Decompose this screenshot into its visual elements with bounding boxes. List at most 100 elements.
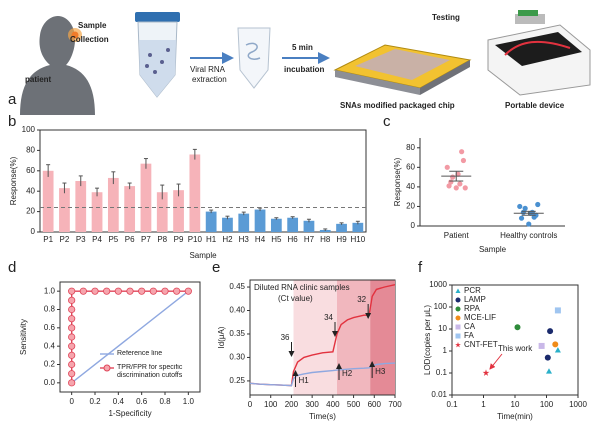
x-axis-label: Sample (189, 251, 217, 260)
point (68, 305, 76, 314)
y-tick-label: 0.30 (229, 353, 245, 362)
bar (270, 218, 282, 232)
annotation: Diluted RNA clinic samples (254, 283, 350, 292)
panel-label: b (8, 113, 16, 130)
y-tick-label: 40 (406, 182, 415, 191)
x-tick-label: 0.6 (136, 397, 148, 406)
y-tick-label: 1.0 (44, 286, 56, 295)
shaded-region (337, 280, 371, 395)
legend-text: Reference line (117, 350, 163, 357)
x-tick-label: 0.4 (113, 397, 125, 406)
legend-marker (455, 333, 461, 339)
x-tick-label: H7 (304, 235, 315, 244)
x-tick-label: H8 (320, 235, 331, 244)
point (68, 379, 76, 387)
bar (42, 170, 54, 232)
y-tick-label: 0 (411, 221, 416, 230)
point (68, 333, 76, 341)
x-tick-label: P3 (76, 235, 86, 244)
x-tick-label: 0.1 (446, 400, 458, 409)
point (68, 296, 76, 304)
y-axis-label: Response(%) (9, 156, 18, 205)
x-tick-label: H4 (255, 235, 266, 244)
legend-marker (455, 297, 461, 303)
point (68, 315, 76, 323)
annotation: 34 (324, 313, 333, 322)
y-tick-label: 20 (406, 202, 415, 211)
y-tick-label: 1 (443, 346, 448, 355)
x-tick-label: 10 (511, 400, 520, 409)
dot (453, 185, 459, 191)
y-tick-label: 0.45 (229, 282, 245, 291)
x-axis-label: Time(s) (309, 412, 336, 421)
dot (444, 164, 450, 170)
dot (517, 203, 523, 210)
bar (124, 186, 136, 232)
diagram-label: Collection (70, 35, 109, 44)
diagram (20, 10, 591, 115)
dot (457, 181, 463, 187)
x-tick-label: 100 (540, 400, 554, 409)
x-tick-label: P4 (92, 235, 102, 244)
x-tick-label: H3 (239, 235, 250, 244)
annotation: H1 (299, 376, 310, 385)
annotation: 36 (281, 333, 290, 342)
y-axis-label: Sensitivity (19, 319, 28, 355)
bar (156, 192, 168, 232)
legend-text: MCE-LIF (464, 313, 496, 322)
legend-text: RPA (464, 304, 481, 313)
point (68, 342, 76, 350)
diagram-label: extraction (192, 75, 227, 84)
bar (59, 188, 70, 232)
bar (205, 211, 217, 232)
point (103, 287, 111, 295)
y-axis-label: LOD(copies per μL) (423, 305, 432, 375)
legend-text: PCR (464, 286, 481, 295)
tube-cap (135, 12, 180, 22)
y-tick-label: 0.1 (436, 368, 448, 377)
diagram-label: Portable device (505, 101, 565, 110)
annotation: H3 (375, 367, 386, 376)
legend-text: FA (464, 331, 474, 340)
point (68, 370, 76, 378)
dot (450, 174, 456, 180)
point (514, 324, 521, 331)
y-axis-label: Id(μA) (217, 326, 226, 348)
point (114, 287, 122, 295)
x-tick-label: P7 (141, 235, 151, 244)
annotation: H2 (342, 369, 353, 378)
x-tick-label: P6 (125, 235, 135, 244)
dot (518, 215, 525, 221)
point (547, 328, 554, 335)
panel-label: c (383, 113, 391, 130)
legend-marker (455, 315, 461, 321)
dot (462, 185, 468, 191)
small-tube (237, 27, 271, 89)
legend-marker (455, 306, 461, 312)
x-axis-label: Sample (479, 245, 507, 254)
y-tick-label: 0.35 (229, 329, 245, 338)
y-tick-label: 100 (22, 125, 36, 134)
device-slot (515, 14, 545, 24)
y-tick-label: 0.4 (44, 341, 56, 350)
point (161, 287, 169, 295)
diagram-label: Sample (78, 21, 107, 30)
point (554, 347, 561, 353)
x-tick-label: H6 (288, 235, 299, 244)
y-tick-label: 60 (26, 166, 35, 175)
tube-liquid (139, 40, 176, 97)
bar (107, 177, 119, 232)
x-axis-label: Time(min) (497, 412, 533, 421)
x-tick-label: 700 (388, 400, 402, 409)
sample-spot (71, 31, 79, 39)
dot (460, 157, 467, 164)
point (184, 287, 192, 295)
point (91, 287, 99, 295)
y-tick-label: 0.8 (44, 305, 56, 314)
x-tick-label: 100 (264, 400, 278, 409)
x-tick-label: P2 (60, 235, 70, 244)
x-tick-label: Healthy controls (500, 231, 557, 240)
diagram-label: Viral RNA (190, 65, 226, 74)
panel-label: e (212, 259, 220, 276)
